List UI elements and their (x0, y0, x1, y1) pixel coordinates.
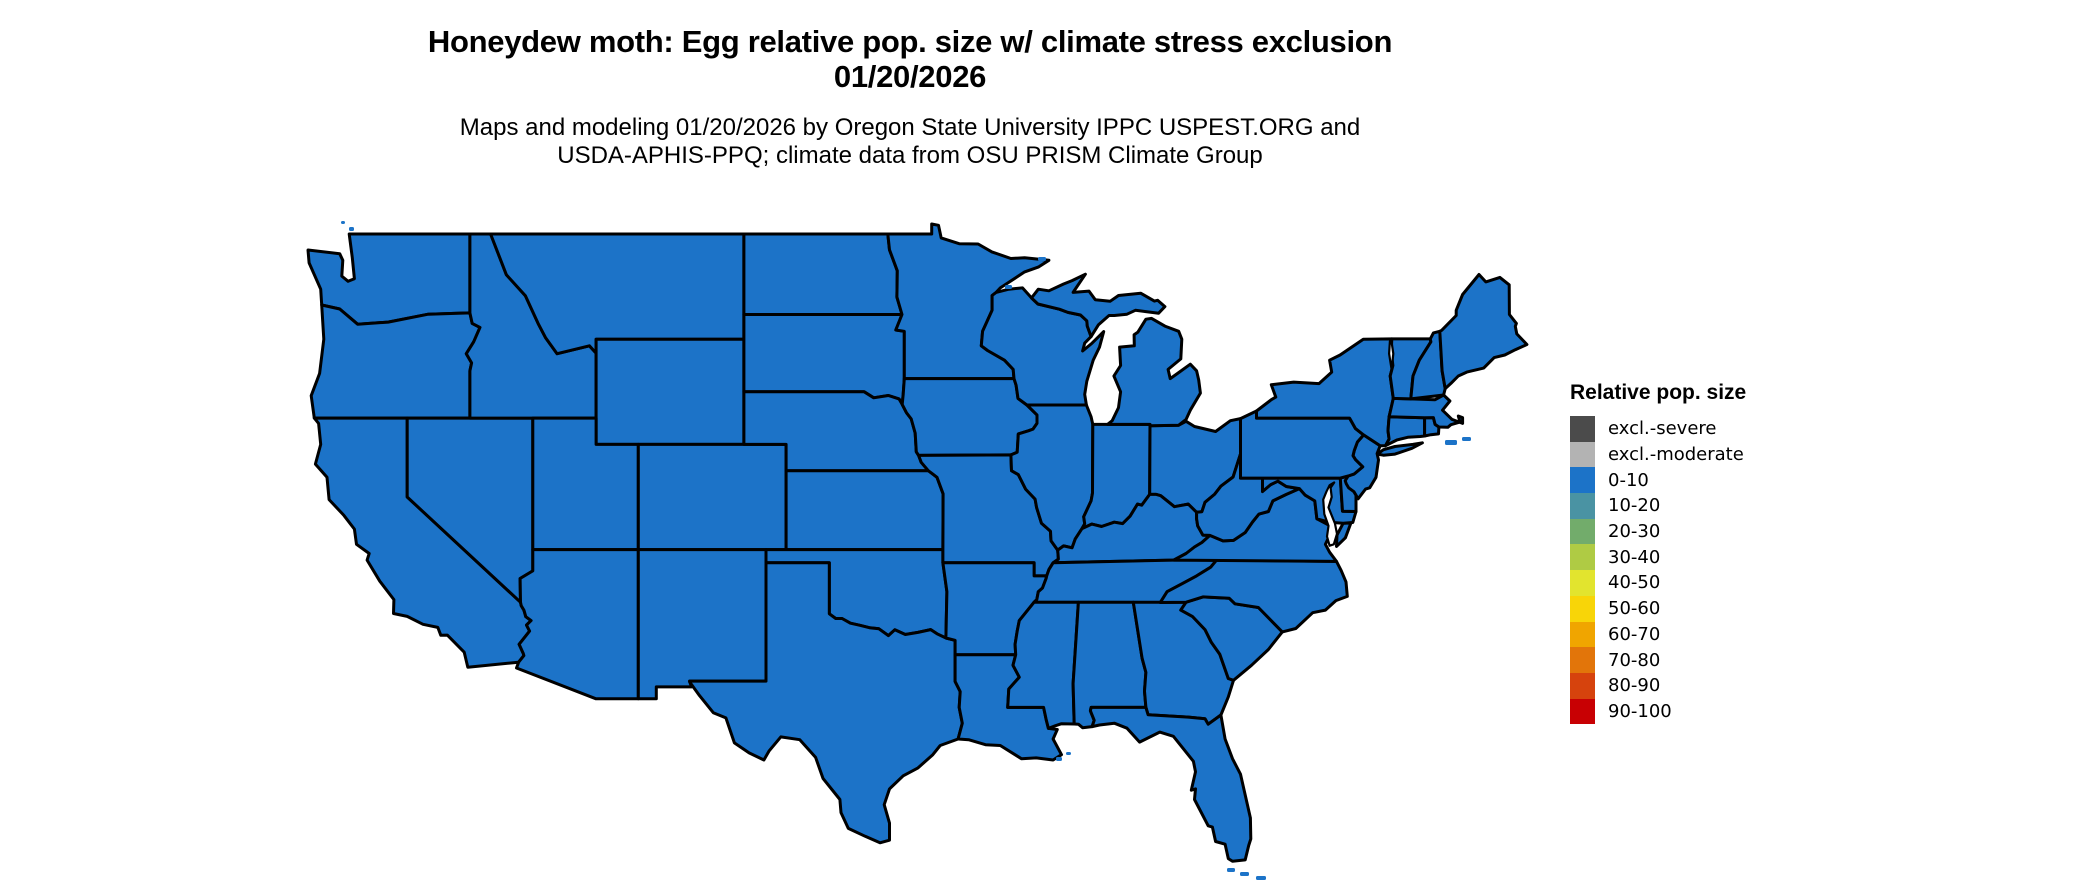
coastal-speck (1445, 440, 1457, 445)
legend-swatch (1570, 595, 1595, 622)
subtitle: Maps and modeling 01/20/2026 by Oregon S… (200, 114, 1620, 170)
state-florida (1088, 705, 1253, 863)
legend-swatch (1570, 416, 1595, 442)
legend-swatch (1570, 647, 1595, 673)
legend-swatch (1570, 467, 1595, 494)
legend-item-label: 20-30 (1608, 521, 1661, 543)
legend-item-label: 90-100 (1608, 700, 1672, 722)
legend-item-70-80: 70-80 (1570, 647, 1746, 673)
page-title-line1: Honeydew moth: Egg relative pop. size w/… (427, 24, 1393, 59)
legend-item-10-20: 10-20 (1570, 493, 1746, 519)
state-wyoming (594, 337, 746, 446)
legend-item-label: 40-50 (1608, 572, 1661, 594)
legend-item-label: excl.-severe (1608, 418, 1717, 440)
states-layer (306, 222, 1529, 863)
legend-item-30-40: 30-40 (1570, 544, 1746, 571)
legend-rows: excl.-severe excl.-moderate 0-10 10-20 20-30… (1570, 416, 1746, 725)
state-colorado (636, 442, 788, 552)
state-arizona (515, 548, 640, 701)
state-massachusetts (1387, 393, 1465, 429)
legend-item-label: excl.-moderate (1608, 444, 1744, 466)
legend-item-label: 50-60 (1608, 598, 1661, 620)
legend-swatch (1570, 570, 1595, 596)
header: Honeydew moth: Egg relative pop. size w/… (200, 24, 1620, 170)
state-north-dakota (742, 232, 904, 316)
legend-swatch (1570, 544, 1595, 571)
state-kansas (784, 469, 945, 552)
legend-item-90-100: 90-100 (1570, 698, 1746, 725)
coastal-speck (1227, 868, 1235, 872)
coastal-speck (1240, 872, 1249, 876)
state-connecticut (1384, 415, 1427, 448)
state-maine (1438, 273, 1529, 391)
chesapeake-bay (1322, 481, 1339, 547)
state-michigan (1030, 272, 1202, 428)
legend-swatch (1570, 493, 1595, 519)
legend-item-excl.-moderate: excl.-moderate (1570, 441, 1746, 468)
legend-item-label: 70-80 (1608, 649, 1661, 671)
legend-swatch (1570, 441, 1595, 468)
legend-swatch (1570, 518, 1595, 545)
legend-item-40-50: 40-50 (1570, 570, 1746, 596)
coastal-speck (341, 221, 345, 224)
legend-swatch (1570, 698, 1595, 725)
state-oregon (309, 303, 482, 420)
legend-item-excl.-severe: excl.-severe (1570, 416, 1746, 442)
coastal-speck (349, 227, 354, 231)
legend-item-50-60: 50-60 (1570, 595, 1746, 622)
state-pennsylvania (1239, 409, 1366, 480)
legend-swatch (1570, 621, 1595, 648)
legend-item-20-30: 20-30 (1570, 518, 1746, 545)
state-new-hampshire (1409, 329, 1447, 401)
coastal-speck (1038, 257, 1046, 261)
coastal-speck (1005, 285, 1012, 289)
coastal-speck (1256, 876, 1266, 880)
subtitle-line2: USDA-APHIS-PPQ; climate data from OSU PR… (557, 142, 1263, 169)
water-layer (1322, 338, 1395, 547)
page-title-date: 01/20/2026 (833, 59, 987, 94)
coastal-speck (1462, 437, 1471, 441)
state-new-mexico (636, 548, 768, 701)
legend-item-60-70: 60-70 (1570, 621, 1746, 648)
legend-item-label: 80-90 (1608, 675, 1661, 697)
legend-swatch (1570, 672, 1595, 699)
lake-champlain (1388, 338, 1395, 371)
legend-item-80-90: 80-90 (1570, 672, 1746, 699)
coastal-speck (1066, 752, 1071, 755)
coastal-speck (1056, 757, 1062, 761)
legend-title: Relative pop. size (1570, 381, 1747, 404)
legend-item-label: 10-20 (1608, 495, 1661, 517)
legend-item-label: 30-40 (1608, 546, 1661, 568)
coastal-raster-specks (341, 221, 1471, 880)
legend: Relative pop. size excl.-severe excl.-mod… (1570, 381, 1747, 725)
state-north-carolina (1158, 558, 1349, 634)
legend-item-label: 60-70 (1608, 623, 1661, 645)
legend-item-0-10: 0-10 (1570, 467, 1746, 494)
subtitle-line1: Maps and modeling 01/20/2026 by Oregon S… (459, 114, 1361, 141)
legend-item-label: 0-10 (1608, 469, 1649, 491)
state-texas (688, 561, 964, 845)
